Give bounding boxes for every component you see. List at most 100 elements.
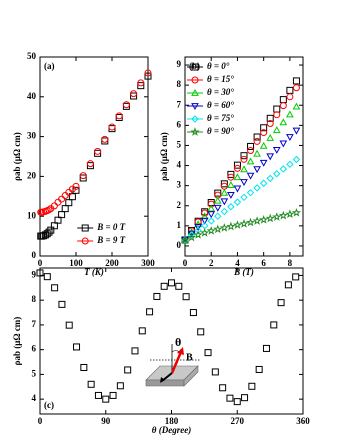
data-point (292, 77, 300, 85)
y-tick-label: 6 (32, 344, 37, 354)
data-point (207, 211, 216, 219)
data-point (182, 293, 190, 301)
data-point (115, 112, 123, 120)
y-tick-label: 3 (177, 180, 182, 190)
data-point (226, 394, 234, 402)
data-point (266, 174, 274, 183)
data-point (286, 160, 294, 169)
y-tick-label: 5 (177, 140, 182, 150)
panel-b-frame (184, 56, 304, 257)
data-point (220, 198, 229, 206)
data-point (227, 181, 235, 188)
y-tick-label: 30 (27, 131, 37, 141)
data-point (108, 123, 116, 131)
legend-label: θ = 75° (207, 113, 234, 123)
y-tick-label: 2 (177, 200, 182, 210)
data-point (213, 196, 222, 204)
y-tick-label: 9 (32, 269, 37, 279)
data-point (58, 300, 66, 308)
data-point (214, 189, 222, 197)
legend-label: θ = 30° (207, 87, 234, 97)
data-point (61, 192, 69, 200)
data-point (94, 149, 102, 157)
data-point (233, 161, 241, 169)
y-tick-label: 10 (27, 210, 37, 220)
panel-label: (c) (44, 400, 54, 410)
data-point (266, 133, 275, 141)
data-point (79, 174, 87, 182)
data-point (259, 179, 268, 187)
x-tick-label: 100 (69, 258, 83, 268)
x-tick-label: 360 (296, 416, 310, 426)
legend-marker (191, 76, 199, 84)
legend-label: θ = 60° (207, 100, 234, 110)
data-point (219, 223, 229, 232)
x-tick-label: 8 (288, 258, 293, 268)
data-point (272, 126, 281, 134)
legend-label: θ = 15° (207, 74, 234, 84)
data-point (279, 165, 288, 173)
data-point (68, 193, 76, 201)
y-tick-label: 9 (177, 59, 182, 69)
x-tick-label: 90 (101, 416, 111, 426)
theta-label: θ (175, 335, 181, 349)
data-point (61, 205, 69, 213)
data-point (65, 199, 73, 207)
data-point (193, 230, 203, 239)
data-point (239, 219, 249, 228)
data-point (207, 204, 216, 212)
data-point (259, 159, 268, 167)
y-tick-label: 4 (32, 393, 37, 403)
data-point (58, 211, 66, 219)
legend-marker (191, 115, 199, 123)
field-arrowhead (177, 347, 184, 355)
data-point (65, 188, 73, 196)
data-point (240, 165, 248, 173)
y-axis-label: ρab (μΩ cm) (159, 132, 169, 181)
field-label: B (186, 352, 193, 363)
data-point (253, 149, 261, 157)
legend-label: B = 0 T (96, 222, 125, 232)
data-point (266, 120, 274, 128)
data-point (232, 220, 242, 229)
data-point (116, 382, 124, 390)
data-point (130, 92, 138, 100)
y-tick-label: 4 (177, 160, 182, 170)
x-tick-label: 0 (38, 258, 43, 268)
data-point (137, 79, 145, 87)
data-point (266, 153, 275, 161)
data-point (247, 146, 255, 154)
legend-label: B = 9 T (96, 235, 125, 245)
data-point (146, 308, 154, 316)
data-point (265, 213, 275, 223)
data-point (241, 394, 249, 402)
data-point (204, 349, 212, 357)
data-point (187, 232, 197, 242)
data-point (51, 284, 59, 292)
y-tick-label: 7 (177, 99, 182, 109)
data-point (36, 269, 44, 277)
y-tick-label: 8 (177, 79, 182, 89)
data-point (240, 193, 248, 202)
data-point (255, 365, 263, 373)
y-tick-label: 0 (32, 250, 37, 260)
data-point (253, 166, 261, 174)
data-point (246, 217, 256, 227)
current-arrowhead (160, 377, 165, 383)
legend-marker (191, 103, 199, 111)
data-point (279, 102, 287, 110)
data-point (240, 155, 248, 163)
legend-marker (81, 224, 89, 232)
data-point (233, 198, 242, 206)
legend-marker (190, 127, 200, 136)
data-point (260, 129, 268, 137)
panel-label: (b) (189, 61, 200, 71)
data-point (45, 228, 53, 236)
data-point (279, 140, 288, 148)
data-point (253, 137, 261, 145)
data-point (189, 309, 197, 317)
data-point (266, 114, 274, 122)
data-point (194, 220, 202, 228)
data-point (130, 90, 138, 98)
